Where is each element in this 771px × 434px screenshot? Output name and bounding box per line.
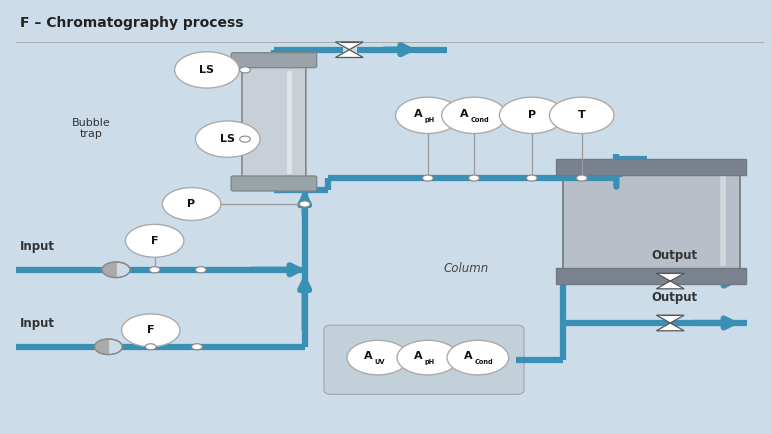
Text: A: A xyxy=(364,351,372,361)
Circle shape xyxy=(442,97,507,134)
Text: Output: Output xyxy=(651,249,697,262)
Text: pH: pH xyxy=(425,117,435,123)
Circle shape xyxy=(423,175,433,181)
Circle shape xyxy=(174,52,239,88)
FancyBboxPatch shape xyxy=(231,53,317,68)
Text: A: A xyxy=(460,109,469,119)
Circle shape xyxy=(527,175,537,181)
Polygon shape xyxy=(656,323,684,331)
FancyBboxPatch shape xyxy=(231,176,317,191)
Text: A: A xyxy=(414,109,423,119)
Circle shape xyxy=(240,67,251,73)
Polygon shape xyxy=(335,49,363,57)
Circle shape xyxy=(500,97,564,134)
Text: A: A xyxy=(414,351,423,361)
FancyBboxPatch shape xyxy=(556,268,746,284)
Circle shape xyxy=(195,121,260,157)
Circle shape xyxy=(163,187,221,220)
Text: Input: Input xyxy=(20,317,55,330)
FancyBboxPatch shape xyxy=(556,158,746,175)
Text: Bubble
trap: Bubble trap xyxy=(72,118,111,139)
Circle shape xyxy=(347,340,409,375)
Circle shape xyxy=(299,201,310,207)
FancyBboxPatch shape xyxy=(563,174,739,269)
Polygon shape xyxy=(95,339,109,355)
Polygon shape xyxy=(335,42,363,49)
Circle shape xyxy=(122,314,180,347)
Circle shape xyxy=(240,136,251,142)
Circle shape xyxy=(191,344,202,350)
Text: Input: Input xyxy=(20,240,55,253)
Circle shape xyxy=(150,267,160,273)
FancyBboxPatch shape xyxy=(324,325,524,395)
Text: F – Chromatography process: F – Chromatography process xyxy=(20,16,244,30)
Text: F: F xyxy=(147,326,154,335)
Circle shape xyxy=(397,340,459,375)
Circle shape xyxy=(447,340,509,375)
Circle shape xyxy=(95,339,123,355)
Text: Cond: Cond xyxy=(475,359,493,365)
Text: LS: LS xyxy=(221,134,235,144)
Polygon shape xyxy=(103,262,116,278)
Text: pH: pH xyxy=(425,359,435,365)
Text: Column: Column xyxy=(443,263,489,276)
Text: UV: UV xyxy=(375,359,386,365)
Circle shape xyxy=(195,267,206,273)
Text: LS: LS xyxy=(200,65,214,75)
Circle shape xyxy=(550,97,614,134)
Text: Output: Output xyxy=(651,290,697,303)
Text: Cond: Cond xyxy=(471,117,490,123)
Polygon shape xyxy=(656,281,684,289)
Circle shape xyxy=(126,224,183,257)
Polygon shape xyxy=(656,273,684,281)
Text: P: P xyxy=(527,110,536,120)
Circle shape xyxy=(577,175,588,181)
Text: T: T xyxy=(578,110,586,120)
Polygon shape xyxy=(656,315,684,323)
Circle shape xyxy=(103,262,130,278)
Circle shape xyxy=(146,344,157,350)
FancyBboxPatch shape xyxy=(242,59,306,185)
Text: P: P xyxy=(187,199,196,209)
Text: F: F xyxy=(151,236,158,246)
Text: A: A xyxy=(464,351,473,361)
Circle shape xyxy=(469,175,480,181)
Circle shape xyxy=(396,97,460,134)
